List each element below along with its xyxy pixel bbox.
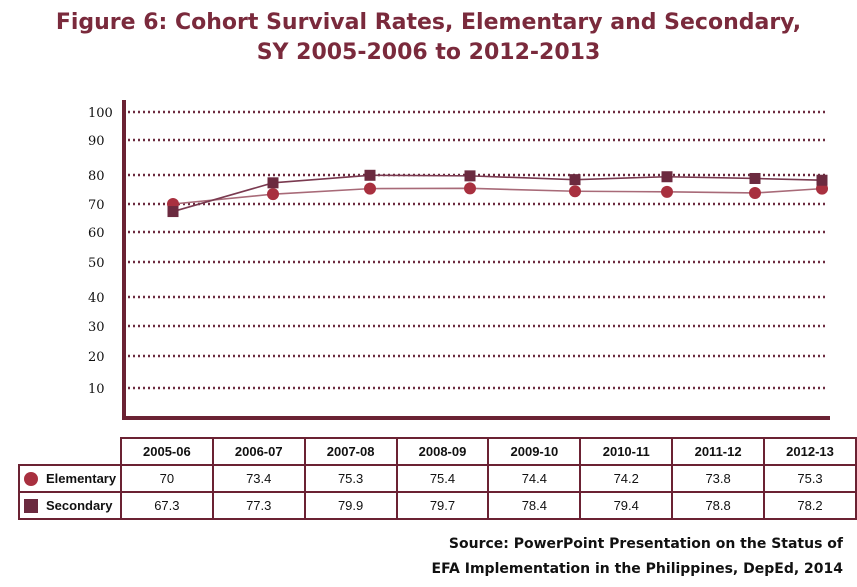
table-value-cell: 75.4 (395, 464, 490, 493)
secondary-point (661, 171, 673, 183)
table-value-cell: 78.2 (763, 491, 857, 520)
table-value-cell: 70 (119, 464, 214, 493)
square-marker-icon (24, 499, 38, 514)
table-header-cell: 2012-13 (763, 437, 857, 466)
table-header-cell: 2005-06 (119, 437, 214, 466)
table-value-cell: 67.3 (119, 491, 214, 520)
table-value-cell: 77.3 (211, 491, 306, 520)
table-header-cell: 2006-07 (211, 437, 306, 466)
elementary-point (464, 182, 476, 195)
source-line-1: Source: PowerPoint Presentation on the S… (448, 536, 843, 552)
y-tick-label: 30 (88, 320, 105, 335)
y-tick-label: 100 (88, 106, 113, 121)
table-header-cell: 2010-11 (579, 437, 674, 466)
table-value-cell: 78.4 (487, 491, 582, 520)
table-header-cell: 2007-08 (303, 437, 398, 466)
legend-elementary-label: Elementary (46, 470, 117, 486)
table-value-cell: 73.8 (671, 464, 766, 493)
elementary-point (267, 188, 279, 201)
legend-secondary-label: Secondary (46, 497, 113, 513)
table-value-cell: 73.4 (211, 464, 306, 493)
table-value-cell: 79.4 (579, 491, 674, 520)
table-header-cell: 2011-12 (671, 437, 766, 466)
secondary-point (749, 172, 761, 184)
chart-title-line-1: Figure 6: Cohort Survival Rates, Element… (55, 10, 802, 35)
secondary-point (464, 170, 476, 182)
table-value-cell: 78.8 (671, 491, 766, 520)
y-tick-label: 20 (88, 350, 105, 365)
table-value-cell: 74.2 (579, 464, 674, 493)
table-value-cell: 74.4 (487, 464, 582, 493)
elementary-point (661, 185, 673, 198)
chart-title-line-2: SY 2005-2006 to 2012-2013 (256, 40, 601, 65)
data-table: 2005-06 2006-07 2007-08 2008-09 2009-10 2010-… (18, 437, 857, 520)
secondary-point (569, 174, 581, 186)
legend-elementary: Elementary (18, 464, 122, 493)
table-value-cell: 79.7 (395, 491, 490, 520)
secondary-point (816, 174, 828, 186)
line-chart: 100 90 80 70 60 50 40 30 20 10 (88, 100, 830, 420)
series-line-elementary (172, 187, 823, 205)
table-value-cell: 75.3 (303, 464, 398, 493)
y-tick-label: 10 (88, 382, 105, 397)
table-header-cell: 2009-10 (487, 437, 582, 466)
y-tick-label: 60 (88, 226, 105, 241)
elementary-point (364, 182, 376, 195)
secondary-point (167, 206, 179, 218)
y-tick-label: 40 (88, 291, 105, 306)
table-row-elementary: Elementary 70 73.4 75.3 75.4 74.4 74.2 73.8 75.… (18, 464, 857, 493)
table-value-cell: 75.3 (763, 464, 857, 493)
elementary-point (569, 185, 581, 198)
table-header-row: 2005-06 2006-07 2007-08 2008-09 2009-10 2010-… (19, 437, 857, 466)
series-line-secondary (172, 174, 823, 213)
table-value-cell: 79.9 (303, 491, 398, 520)
legend-secondary: Secondary (18, 491, 122, 520)
table-row-secondary: Secondary 67.3 77.3 79.9 79.7 78.4 79.4 78.8 78… (18, 491, 857, 520)
y-tick-label: 70 (88, 198, 105, 213)
y-tick-label: 80 (88, 169, 105, 184)
table-corner-cell (19, 438, 121, 465)
source-note: Source: PowerPoint Presentation on the S… (432, 532, 843, 582)
elementary-point (749, 186, 761, 199)
circle-marker-icon (24, 472, 38, 487)
y-tick-label: 50 (88, 256, 105, 271)
y-tick-label: 90 (88, 134, 105, 149)
secondary-point (267, 177, 279, 189)
source-line-2: EFA Implementation in the Philippines, D… (431, 561, 843, 577)
chart-title: Figure 6: Cohort Survival Rates, Element… (0, 8, 857, 68)
table-header-cell: 2008-09 (395, 437, 490, 466)
secondary-point (364, 169, 376, 181)
